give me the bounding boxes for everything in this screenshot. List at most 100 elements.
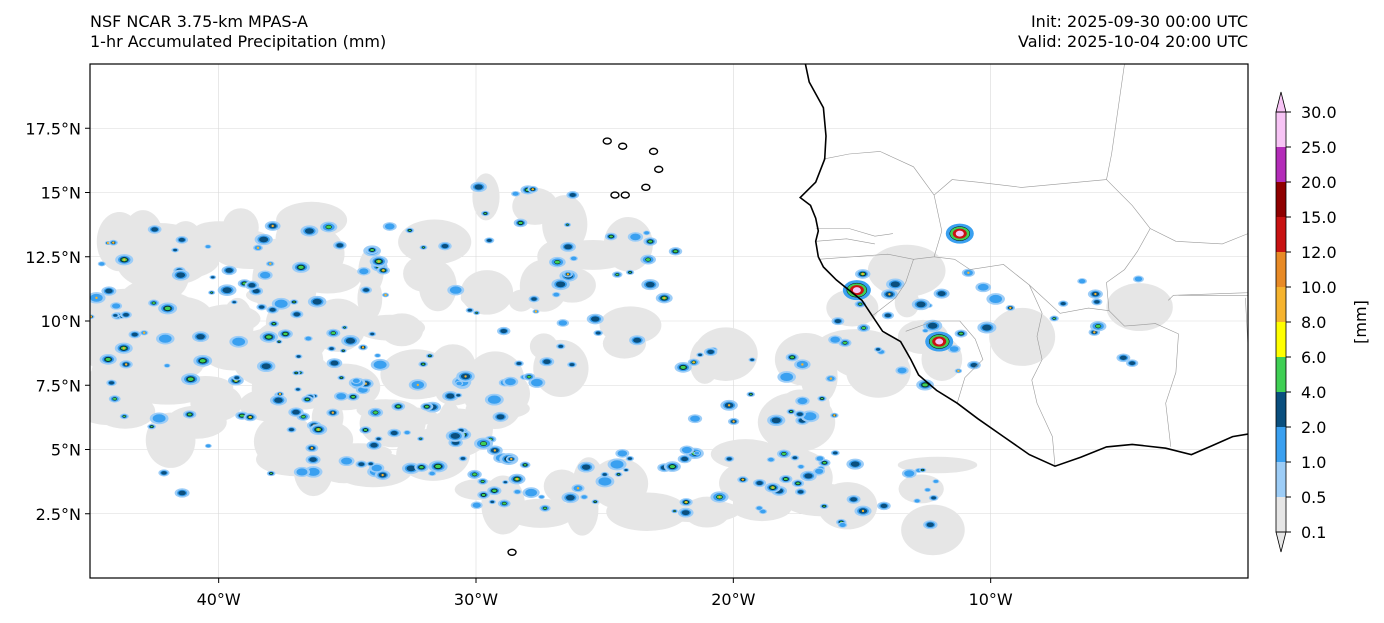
precip-cell [904, 470, 915, 477]
precip-core [732, 420, 735, 423]
precip-cell [370, 332, 375, 336]
lat-tick-label: 15°N [41, 184, 81, 203]
colorbar-swatch [1276, 392, 1286, 427]
colorbar-extend-max [1275, 91, 1287, 113]
precip-cell [352, 378, 360, 383]
precip-cell [292, 300, 296, 304]
colorbar-swatch [1276, 112, 1286, 147]
precip-cell [490, 500, 495, 504]
precip-cell [434, 464, 442, 469]
precip-cell [861, 326, 867, 330]
precip-cell [113, 314, 118, 317]
precip-cell [783, 477, 789, 481]
precip-cell [780, 372, 794, 382]
precip-core [381, 473, 384, 477]
precip-cell [104, 357, 112, 362]
precip-cell [1095, 324, 1102, 329]
precip-cell [483, 212, 488, 215]
precip-area [826, 289, 879, 327]
country-border [815, 228, 893, 237]
precip-cell [1119, 355, 1127, 360]
precip-cell [512, 191, 519, 196]
precip-cell [698, 353, 702, 357]
precip-core [741, 478, 745, 481]
precip-core [692, 361, 695, 364]
precip-cell [796, 412, 803, 417]
colorbar-level-label: 0.1 [1301, 523, 1326, 542]
precip-cell [1060, 302, 1066, 306]
island-outline [507, 548, 517, 556]
precip-cell [795, 481, 801, 485]
lat-tick-label: 17.5°N [25, 119, 81, 138]
precip-cell [842, 341, 848, 345]
precip-cell [395, 404, 401, 409]
precip-cell [407, 229, 412, 232]
precip-cell [370, 442, 378, 448]
precip-cell [373, 360, 387, 369]
precip-cell [839, 522, 846, 528]
country-border [872, 259, 914, 317]
precip-cell [481, 493, 486, 497]
precip-cell [690, 415, 700, 422]
colorbar-swatch [1276, 287, 1286, 322]
precip-cell [760, 509, 766, 514]
precip-core [576, 487, 580, 490]
precip-cell [421, 362, 426, 366]
island-outline [610, 191, 620, 199]
precip-core [464, 375, 467, 378]
colorbar-swatch [1276, 217, 1286, 252]
precip-area [403, 255, 447, 292]
precip-core [331, 411, 335, 414]
colorbar: 0.1 0.5 1.0 2.0 4.0 6.0 8.0 10.0 12.0 15.0 20.0 25.… [1275, 91, 1337, 553]
precip-cell [858, 302, 863, 306]
island-outline [648, 147, 659, 156]
island-outline [654, 165, 664, 174]
precip-cell [970, 362, 978, 368]
country-border [905, 320, 984, 404]
precip-cell [531, 297, 537, 301]
colorbar-units: [mm] [1351, 300, 1370, 344]
precip-core [718, 495, 721, 499]
precip-cell [804, 473, 813, 479]
country-border [1106, 228, 1151, 311]
precip-cell [176, 272, 186, 278]
precip-core [727, 404, 731, 407]
precip-cell [232, 301, 236, 304]
precip-cell [296, 388, 300, 391]
precip-cell [647, 239, 653, 244]
precip-cell [598, 477, 612, 486]
precip-core [566, 273, 570, 276]
precip-area [90, 371, 158, 390]
precip-core [124, 363, 128, 366]
precip-core [1009, 306, 1012, 310]
precip-cell [336, 243, 344, 248]
precip-cell [937, 291, 946, 297]
precip-cell [112, 397, 117, 401]
colorbar-level-label: 6.0 [1301, 348, 1326, 367]
precip-area [684, 496, 730, 528]
precip-cell [531, 378, 543, 387]
precip-core [361, 346, 365, 349]
precip-area [275, 214, 318, 265]
precip-cell [341, 457, 353, 465]
precip-cell [633, 337, 642, 343]
precip-cell [608, 234, 614, 239]
precip-core [515, 477, 519, 481]
precip-core [967, 271, 970, 274]
precip-core [833, 414, 836, 417]
precip-cell [372, 410, 379, 415]
precip-cell [505, 378, 516, 386]
precip-area [529, 333, 558, 360]
precip-cell [296, 355, 301, 358]
precip-cell [768, 457, 774, 462]
precip-cell [368, 462, 373, 466]
precip-cell [149, 425, 154, 428]
precip-cell [274, 299, 288, 308]
colorbar-swatch [1276, 462, 1286, 497]
precip-area [693, 327, 758, 381]
precip-cell [358, 462, 365, 467]
precip-cell [756, 506, 762, 510]
colorbar-swatch [1276, 252, 1286, 287]
precip-cell [914, 499, 920, 503]
colorbar-level-label: 20.0 [1301, 173, 1337, 192]
